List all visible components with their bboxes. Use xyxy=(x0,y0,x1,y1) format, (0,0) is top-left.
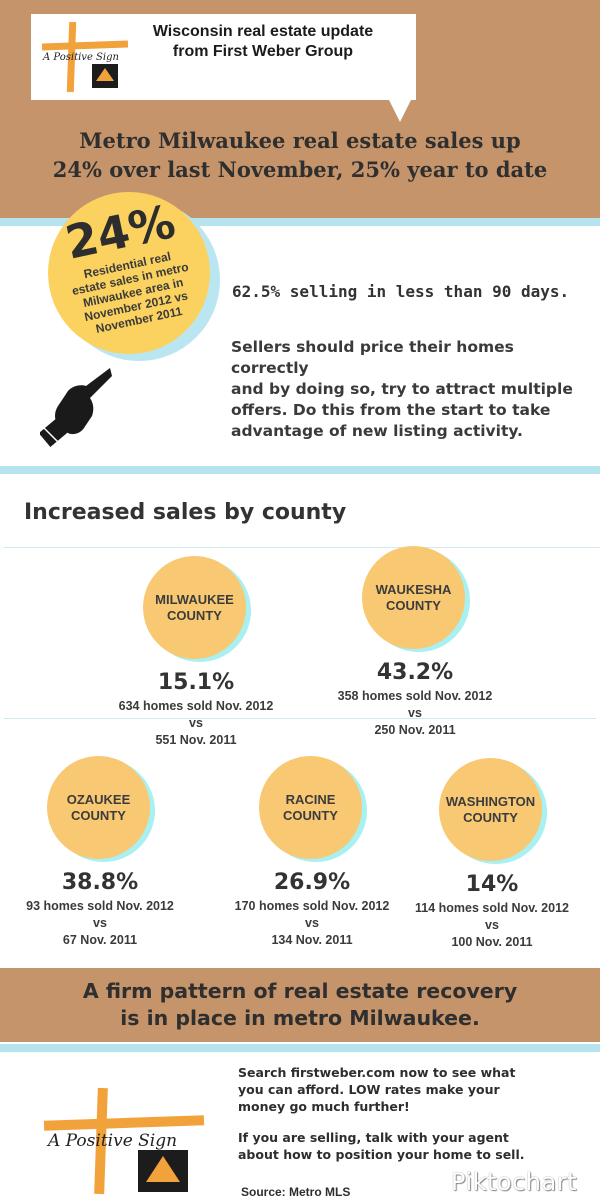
advice-line: Sellers should price their homes correct… xyxy=(231,338,514,377)
piktochart-watermark: Piktochart xyxy=(451,1168,577,1196)
detail-line: vs xyxy=(189,716,203,730)
detail-line: 100 Nov. 2011 xyxy=(451,935,533,949)
footer-line: Search firstweber.com now to see what xyxy=(238,1065,516,1080)
logo-text: A Positive Sign xyxy=(42,52,119,63)
detail-line: 551 Nov. 2011 xyxy=(155,733,237,747)
county-detail: 114 homes sold Nov. 2012 vs 100 Nov. 201… xyxy=(392,900,592,951)
thin-divider xyxy=(4,718,596,719)
county-name: WAUKESHA xyxy=(375,581,452,597)
detail-line: 634 homes sold Nov. 2012 xyxy=(118,699,274,713)
recovery-text: A firm pattern of real estate recovery i… xyxy=(0,978,600,1032)
county-ozaukee: OZAUKEE COUNTY 38.8% 93 homes sold Nov. 2… xyxy=(0,756,200,949)
divider-top xyxy=(0,218,600,226)
detail-line: vs xyxy=(408,706,422,720)
divider-bottom xyxy=(0,1044,600,1052)
detail-line: 250 Nov. 2011 xyxy=(374,723,456,737)
footer-line: money go much further! xyxy=(238,1099,410,1114)
headline-line-1: Metro Milwaukee real estate sales up xyxy=(79,128,521,153)
detail-line: vs xyxy=(485,918,499,932)
county-name: OZAUKEE xyxy=(66,791,131,807)
county-circle: OZAUKEE COUNTY xyxy=(47,756,150,859)
county-percent: 15.1% xyxy=(157,670,235,695)
county-name: MILWAUKEE xyxy=(155,591,234,607)
advice-line: offers. Do this from the start to take xyxy=(231,401,551,419)
county-name: COUNTY xyxy=(71,807,126,823)
positive-sign-logo: A Positive Sign xyxy=(41,21,129,93)
county-milwaukee: MILWAUKEE COUNTY 15.1% 634 homes sold Nov… xyxy=(96,556,296,749)
county-name: COUNTY xyxy=(283,807,338,823)
source-text: Source: Metro MLS xyxy=(241,1185,351,1199)
advice-line: and by doing so, try to attract multiple xyxy=(231,380,573,398)
county-name: RACINE xyxy=(285,791,336,807)
selling-paragraph: If you are selling, talk with your agent… xyxy=(238,1129,558,1163)
county-circle: RACINE COUNTY xyxy=(259,756,362,859)
detail-line: vs xyxy=(93,916,107,930)
county-waukesha: WAUKESHA COUNTY 43.2% 358 homes sold Nov.… xyxy=(315,546,515,739)
logo-large-text: A Positive Sign xyxy=(46,1131,177,1151)
bubble-line-2: from First Weber Group xyxy=(172,43,354,60)
detail-line: vs xyxy=(305,916,319,930)
detail-line: 170 homes sold Nov. 2012 xyxy=(234,899,390,913)
pointing-hand-icon xyxy=(40,368,112,447)
county-detail: 93 homes sold Nov. 2012 vs 67 Nov. 2011 xyxy=(0,898,200,949)
county-circle: WASHINGTON COUNTY xyxy=(439,758,542,861)
county-percent: 14% xyxy=(465,872,519,897)
detail-line: 93 homes sold Nov. 2012 xyxy=(26,899,174,913)
footer-line: about how to position your home to sell. xyxy=(238,1147,525,1162)
detail-line: 358 homes sold Nov. 2012 xyxy=(337,689,493,703)
county-detail: 170 homes sold Nov. 2012 vs 134 Nov. 201… xyxy=(212,898,412,949)
selling-stat: 62.5% selling in less than 90 days. xyxy=(232,282,570,301)
detail-line: 134 Nov. 2011 xyxy=(271,933,353,947)
recovery-band xyxy=(0,968,600,1042)
county-circle: MILWAUKEE COUNTY xyxy=(143,556,246,659)
county-name: WASHINGTON xyxy=(445,793,536,809)
speech-bubble-tail xyxy=(388,98,412,122)
county-percent: 43.2% xyxy=(376,660,454,685)
county-name: COUNTY xyxy=(463,809,518,825)
section-title: Increased sales by county xyxy=(24,500,347,525)
headline: Metro Milwaukee real estate sales up 24%… xyxy=(0,126,600,184)
county-name: COUNTY xyxy=(167,607,222,623)
footer-line: If you are selling, talk with your agent xyxy=(238,1130,509,1145)
footer-text: Search firstweber.com now to see what yo… xyxy=(238,1064,558,1177)
divider-middle xyxy=(0,466,600,474)
search-paragraph: Search firstweber.com now to see what yo… xyxy=(238,1064,558,1115)
footer-line: you can afford. LOW rates make your xyxy=(238,1082,500,1097)
county-detail: 634 homes sold Nov. 2012 vs 551 Nov. 201… xyxy=(96,698,296,749)
county-washington: WASHINGTON COUNTY 14% 114 homes sold Nov.… xyxy=(392,758,592,951)
seller-advice: Sellers should price their homes correct… xyxy=(231,337,591,442)
detail-line: 114 homes sold Nov. 2012 xyxy=(414,901,569,915)
bubble-line-1: Wisconsin real estate update xyxy=(152,23,374,40)
thin-divider xyxy=(4,547,600,548)
detail-line: 67 Nov. 2011 xyxy=(62,933,138,947)
county-circle: WAUKESHA COUNTY xyxy=(362,546,465,649)
county-racine: RACINE COUNTY 26.9% 170 homes sold Nov. 2… xyxy=(212,756,412,949)
bubble-text: Wisconsin real estate update from First … xyxy=(128,22,398,62)
county-percent: 26.9% xyxy=(273,870,351,895)
positive-sign-logo-large: A Positive Sign xyxy=(43,1087,205,1195)
county-detail: 358 homes sold Nov. 2012 vs 250 Nov. 201… xyxy=(315,688,515,739)
advice-line: advantage of new listing activity. xyxy=(231,422,523,440)
big-stat-circle: 24% Residential real estate sales in met… xyxy=(48,192,210,354)
headline-line-2: 24% over last November, 25% year to date xyxy=(52,157,548,182)
recovery-line-2: is in place in metro Milwaukee. xyxy=(120,1006,480,1030)
county-name: COUNTY xyxy=(386,597,441,613)
county-percent: 38.8% xyxy=(61,870,139,895)
recovery-line-1: A firm pattern of real estate recovery xyxy=(82,979,518,1003)
